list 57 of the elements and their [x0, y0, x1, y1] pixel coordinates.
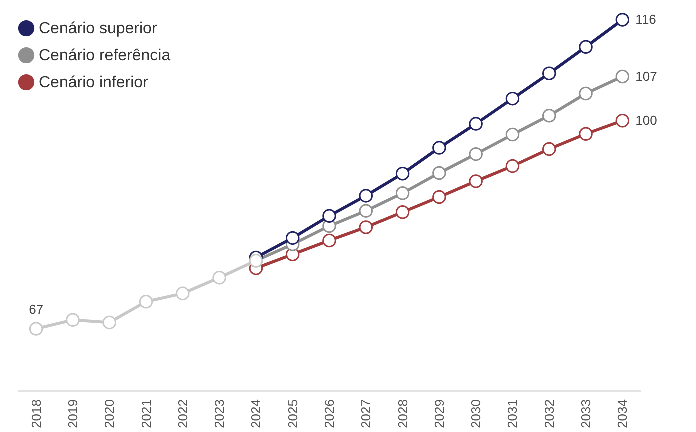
x-tick-label: 2030 [468, 400, 484, 428]
point [286, 231, 300, 246]
point [542, 142, 556, 156]
x-tick-label: 2021 [138, 400, 154, 428]
point [616, 114, 630, 128]
x-tick-label: 2018 [28, 400, 44, 428]
point [322, 209, 336, 223]
x-tick-label: 2032 [542, 400, 557, 428]
x-tick-label: 2026 [322, 400, 337, 428]
point [506, 92, 520, 106]
legend-label: Cenário inferior [39, 74, 150, 92]
data-label: 116 [636, 12, 656, 27]
point [469, 174, 483, 188]
point [359, 189, 374, 203]
x-tick-label: 2025 [285, 400, 300, 428]
point [579, 40, 593, 54]
point [139, 295, 154, 309]
point [579, 127, 593, 142]
point [29, 322, 44, 336]
point [432, 141, 446, 155]
point [212, 271, 226, 285]
point [66, 313, 80, 328]
x-tick-label: 2023 [212, 400, 228, 428]
legend-label: Cenário superior [39, 20, 158, 38]
point [359, 204, 374, 218]
x-tick-label: 2033 [578, 400, 594, 428]
point [542, 108, 556, 123]
point [432, 166, 446, 180]
point [506, 159, 520, 174]
point [616, 70, 630, 84]
x-tick-label: 2034 [615, 400, 630, 428]
point [396, 186, 410, 200]
point [469, 147, 483, 162]
point [616, 13, 630, 27]
x-tick-label: 2027 [358, 400, 374, 428]
point [176, 286, 190, 301]
point [469, 117, 483, 131]
point [506, 128, 520, 142]
data-label: 67 [29, 302, 44, 317]
data-label: 100 [636, 112, 658, 128]
point [579, 86, 593, 101]
legend-label: Cenário referência [39, 48, 171, 64]
point [322, 234, 336, 248]
point [359, 220, 374, 234]
point [396, 167, 410, 181]
x-tick-label: 2020 [102, 400, 118, 428]
x-tick-label: 2024 [248, 400, 264, 428]
point [542, 66, 556, 80]
point [432, 190, 446, 204]
x-tick-label: 2031 [505, 400, 520, 428]
point [396, 205, 410, 220]
data-label: 107 [636, 68, 658, 84]
x-tick-label: 2022 [175, 400, 190, 428]
x-tick-label: 2019 [65, 400, 80, 428]
x-tick-label: 2029 [432, 400, 447, 428]
point [102, 316, 116, 330]
x-tick-label: 2028 [395, 400, 410, 428]
